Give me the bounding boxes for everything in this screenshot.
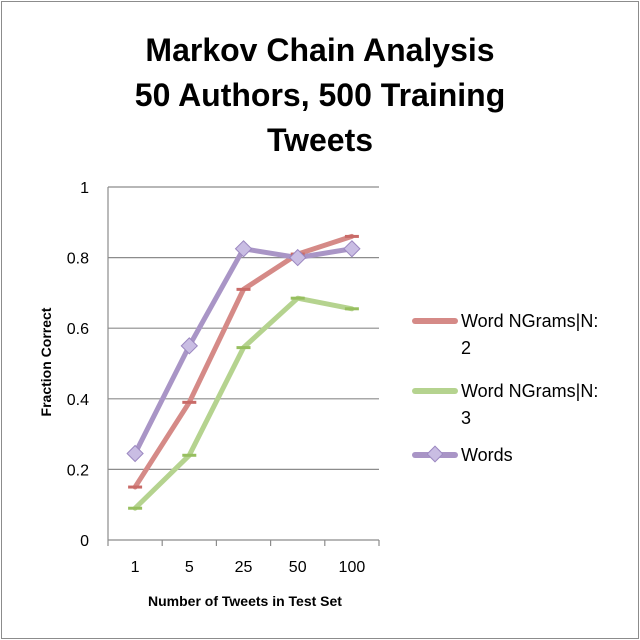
legend-label-ngram-3: Word NGrams|N: 3: [461, 378, 631, 432]
y-tick-label-3: 0.6: [67, 321, 89, 338]
y-tick-label-4: 0.8: [67, 251, 89, 268]
tick-labels: 0 0.2 0.4 0.6 0.8 1 1 5 25 50 100: [67, 180, 366, 576]
y-tick-label-0: 0: [80, 533, 89, 550]
series-line-1: [132, 295, 355, 511]
legend-label-words-line-1: Words: [461, 445, 513, 465]
y-tick-label-2: 0.4: [67, 392, 89, 409]
legend-line-ngram-2: [412, 318, 458, 324]
x-axis-label: Number of Tweets in Test Set: [148, 593, 342, 609]
legend-label-ngram-2: Word NGrams|N: 2: [461, 308, 631, 362]
series-2-point-4: [343, 240, 361, 258]
chart-title: Markov Chain Analysis 50 Authors, 500 Tr…: [0, 28, 640, 163]
chart-title-line-3: Tweets: [266, 122, 374, 158]
series-2-point-2: [234, 240, 253, 258]
y-axis-label: Fraction Correct: [38, 307, 54, 416]
legend-label-ngram-2-line-2: 2: [461, 338, 472, 358]
x-tick-label-4: 100: [339, 559, 366, 576]
legend-line-ngram-3: [412, 388, 458, 394]
series-line-0: [132, 233, 355, 490]
chart-title-line-2: 50 Authors, 500 Training: [134, 77, 506, 113]
x-tick-label-3: 50: [289, 559, 307, 576]
y-tick-label-5: 1: [80, 180, 89, 197]
series-lines: [132, 233, 355, 511]
grid-lines: [108, 186, 379, 470]
series-2-point-1: [180, 337, 199, 355]
axes: [107, 187, 380, 546]
legend-label-words: Words: [461, 442, 631, 469]
series-2-point-3: [288, 248, 307, 267]
legend-label-ngram-2-line-1: Word NGrams|N:: [461, 311, 599, 331]
series-2-point-0: [126, 444, 144, 463]
legend-label-ngram-3-line-1: Word NGrams|N:: [461, 381, 599, 401]
series-markers: [126, 234, 361, 510]
x-tick-label-2: 25: [235, 559, 253, 576]
x-tick-label-1: 5: [185, 559, 194, 576]
legend-label-ngram-3-line-2: 3: [461, 408, 472, 428]
x-tick-label-0: 1: [131, 559, 140, 576]
y-tick-label-1: 0.2: [67, 462, 89, 479]
chart-title-line-1: Markov Chain Analysis: [145, 32, 495, 68]
